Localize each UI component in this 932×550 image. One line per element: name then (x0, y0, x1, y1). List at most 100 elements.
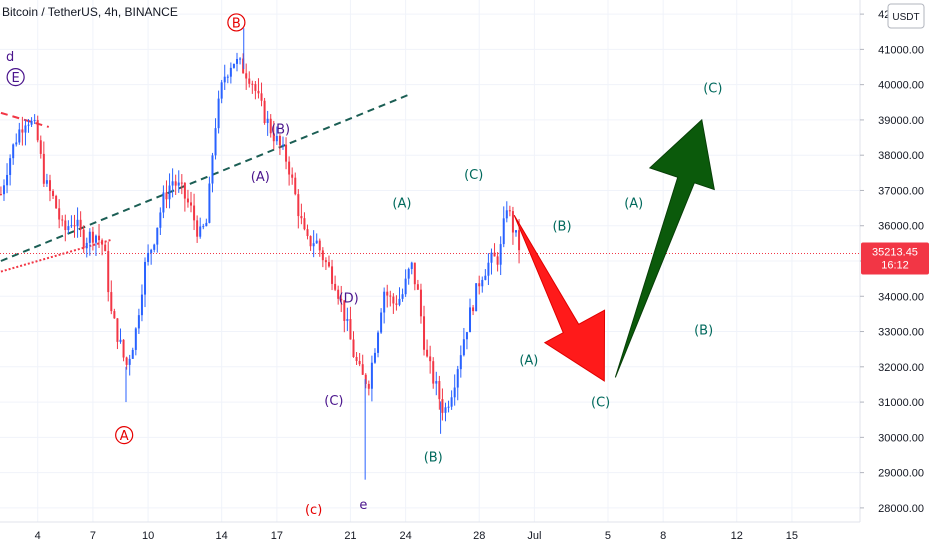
candle-down (116, 318, 119, 350)
wave-label[interactable]: d (6, 50, 14, 65)
trendline-dashed[interactable] (0, 111, 50, 128)
wave-label[interactable]: (A) (251, 170, 270, 185)
candle-up (137, 308, 140, 334)
wave-label-text: d (6, 50, 14, 65)
wave-label-text: (B) (424, 450, 443, 465)
candle-up (235, 52, 238, 72)
chart-title: Bitcoin / TetherUS, 4h, BINANCE (2, 5, 178, 19)
trendline-dotted[interactable] (0, 238, 112, 273)
wave-label[interactable]: (C) (464, 168, 483, 183)
wave-labels: (C) (A) (B) (C) (A) (A) (B) (C) (B) (D) (C) (A) (B) E… (6, 13, 722, 518)
price-tick-label: 28000.00 (878, 503, 924, 515)
candle-down (321, 247, 324, 268)
candle-up (140, 284, 143, 322)
currency-button[interactable]: USDT (887, 3, 925, 29)
candle-down (113, 308, 116, 319)
candle-down (242, 53, 245, 74)
candle-up (171, 168, 174, 198)
wave-label-text: (C) (464, 168, 483, 183)
candle-down (165, 180, 168, 209)
price-tick-label: 34000.00 (878, 291, 924, 303)
wave-label[interactable]: (A) (624, 196, 643, 211)
candle-up (162, 185, 165, 219)
candle-up (226, 74, 229, 84)
wave-label-text: (B) (552, 219, 571, 234)
candle-down (413, 262, 416, 291)
candle-up (2, 179, 5, 201)
wave-label-text: (c) (305, 503, 322, 518)
wave-label[interactable]: e (359, 498, 367, 513)
candle-up (27, 119, 30, 133)
time-tick-label: 17 (271, 530, 283, 542)
candle-down (58, 199, 61, 229)
wave-label[interactable]: E (6, 68, 25, 87)
candle-down (125, 356, 128, 370)
time-tick-label: 7 (90, 530, 96, 542)
price-tick-label: 31000.00 (878, 397, 924, 409)
candle-down (441, 388, 444, 421)
candle-down (472, 304, 475, 316)
wave-label-text: (A) (251, 170, 270, 185)
candle-down (272, 120, 275, 150)
candle-down (73, 214, 76, 238)
time-tick-label: 15 (786, 530, 798, 542)
candle-up (232, 63, 235, 69)
candle-up (435, 371, 438, 396)
wave-label[interactable]: (B) (552, 219, 571, 234)
candle-up (346, 307, 349, 332)
wave-label[interactable]: (B) (271, 122, 290, 137)
candle-down (432, 357, 435, 389)
candle-down (21, 116, 24, 146)
candle-down (180, 174, 183, 195)
wave-label[interactable]: (B) (694, 323, 713, 338)
candle-down (82, 225, 85, 254)
projection-arrows (513, 118, 715, 382)
candle-up (85, 237, 88, 258)
candle-down (183, 181, 186, 212)
candle-down (392, 293, 395, 314)
candle-down (294, 172, 297, 196)
wave-label[interactable]: (D) (339, 292, 359, 307)
candle-down (389, 290, 392, 307)
candle-down (110, 280, 113, 315)
red-projection-arrow[interactable] (513, 214, 606, 382)
candle-down (340, 285, 343, 313)
candle-up (239, 57, 242, 65)
candle-up (459, 345, 462, 378)
current-price-tag: 35213.45 16:12 (861, 242, 929, 275)
wave-label[interactable]: (B) (424, 450, 443, 465)
candle-up (447, 400, 450, 413)
candle-down (324, 257, 327, 270)
candle-up (499, 236, 502, 276)
candle-down (327, 255, 330, 268)
wave-label[interactable]: (A) (392, 196, 411, 211)
candle-down (55, 194, 58, 209)
green-projection-arrow[interactable] (614, 118, 715, 378)
wave-label-text: e (359, 498, 367, 513)
wave-label[interactable]: (c) (305, 503, 322, 518)
time-tick-label: 21 (344, 530, 356, 542)
candle-up (67, 220, 70, 234)
wave-label[interactable]: A (115, 426, 134, 445)
candle-up (398, 287, 401, 307)
candle-down (496, 252, 499, 272)
candle-down (79, 211, 82, 238)
time-tick-label: 24 (400, 530, 412, 542)
candle-up (377, 330, 380, 358)
wave-label[interactable]: (C) (324, 394, 343, 409)
wave-label[interactable]: (A) (519, 353, 538, 368)
wave-label[interactable]: B (227, 13, 246, 32)
wave-label[interactable]: (C) (703, 82, 722, 97)
candle-up (217, 90, 220, 134)
candle-up (275, 126, 278, 145)
candle-down (334, 275, 337, 292)
wave-label[interactable]: (C) (591, 396, 610, 411)
time-tick-label: 12 (731, 530, 743, 542)
price-tick-label: 33000.00 (878, 327, 924, 339)
candle-up (9, 154, 12, 186)
candle-down (36, 115, 39, 143)
candle-up (502, 206, 505, 248)
candle-up (131, 347, 134, 359)
candle-down (190, 191, 193, 213)
